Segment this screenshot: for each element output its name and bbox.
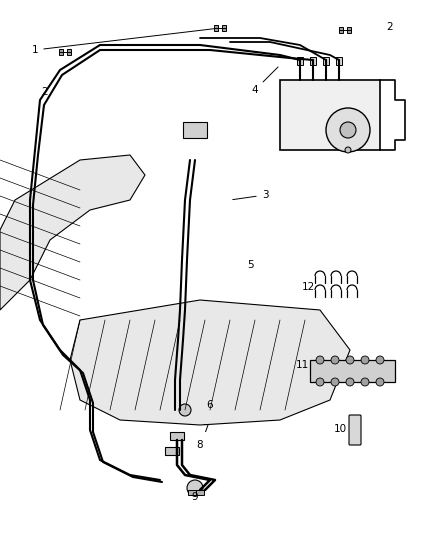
Bar — [59, 49, 63, 55]
Text: 4: 4 — [252, 67, 278, 95]
Circle shape — [331, 356, 339, 364]
Circle shape — [346, 356, 354, 364]
Circle shape — [340, 122, 356, 138]
Text: 12: 12 — [301, 282, 314, 292]
Bar — [323, 57, 329, 65]
Circle shape — [316, 378, 324, 386]
Bar — [297, 57, 303, 65]
Bar — [183, 122, 207, 138]
Polygon shape — [0, 155, 145, 310]
Bar — [188, 490, 196, 495]
Text: 2: 2 — [42, 87, 48, 97]
Circle shape — [179, 404, 191, 416]
Text: 3: 3 — [233, 190, 268, 200]
Circle shape — [331, 378, 339, 386]
Circle shape — [376, 378, 384, 386]
Text: 6: 6 — [207, 400, 213, 410]
Bar — [170, 432, 184, 440]
Circle shape — [345, 147, 351, 153]
Circle shape — [376, 356, 384, 364]
Circle shape — [361, 378, 369, 386]
Circle shape — [346, 378, 354, 386]
Bar — [165, 447, 179, 455]
Text: 9: 9 — [192, 492, 198, 502]
Circle shape — [316, 356, 324, 364]
Text: 5: 5 — [247, 260, 253, 270]
Text: 2: 2 — [387, 22, 393, 32]
Bar — [280, 80, 380, 150]
Circle shape — [361, 356, 369, 364]
FancyBboxPatch shape — [349, 415, 361, 445]
Text: 8: 8 — [197, 440, 203, 450]
Bar — [347, 27, 351, 33]
Bar — [336, 57, 342, 65]
Circle shape — [187, 480, 203, 496]
Polygon shape — [70, 300, 350, 425]
Bar — [222, 25, 226, 31]
Bar — [67, 49, 71, 55]
Text: 7: 7 — [201, 424, 208, 434]
Bar — [310, 57, 316, 65]
Bar — [310, 360, 395, 382]
Bar — [339, 27, 343, 33]
Circle shape — [326, 108, 370, 152]
Text: 11: 11 — [295, 360, 309, 370]
Text: 10: 10 — [333, 424, 346, 434]
Bar — [214, 25, 218, 31]
Bar — [196, 490, 204, 495]
Text: 1: 1 — [32, 28, 217, 55]
